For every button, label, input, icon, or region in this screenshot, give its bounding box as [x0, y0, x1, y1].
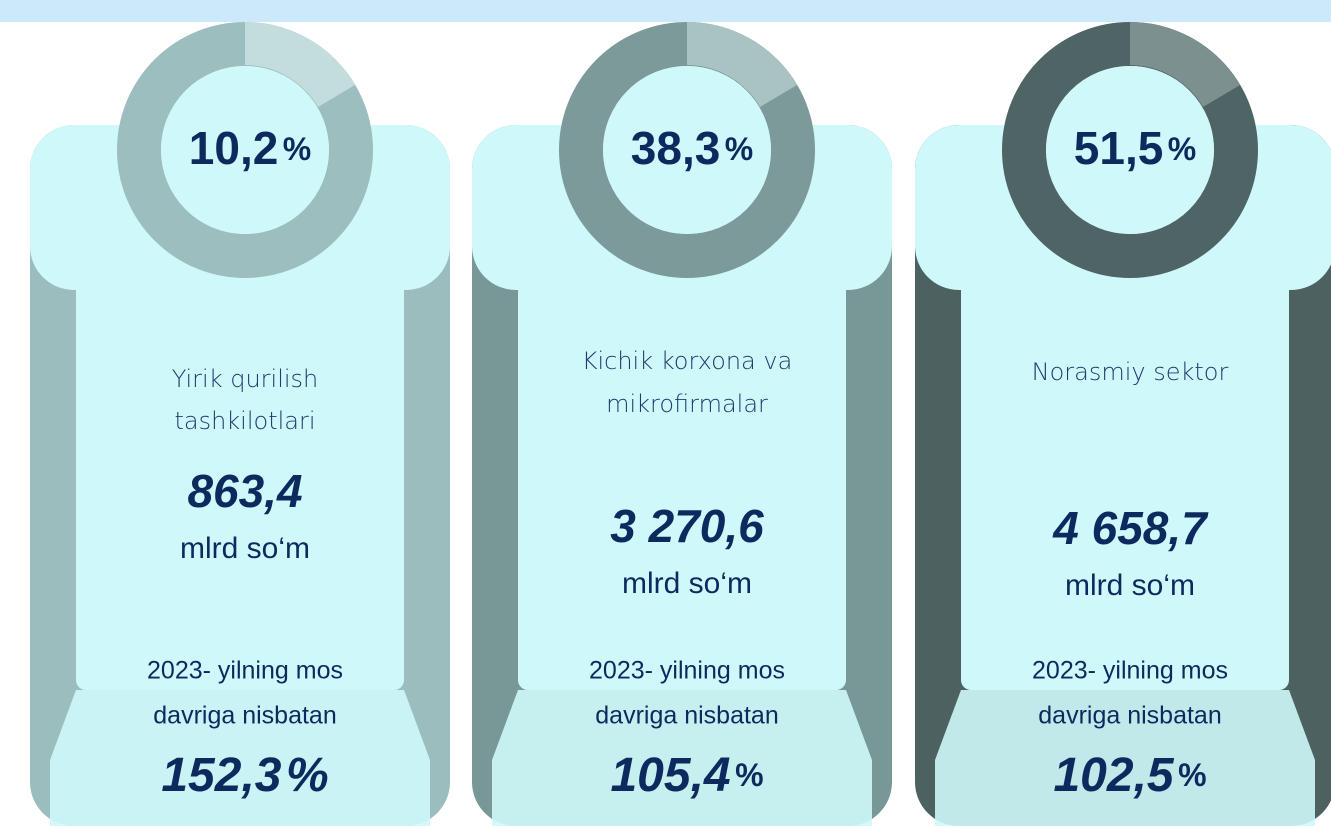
card-bottom — [50, 690, 430, 826]
share-unit: % — [725, 131, 753, 167]
amount: 4 658,7 — [1052, 502, 1209, 554]
ratio-value: 102,5 — [1053, 749, 1174, 802]
share-value: 38,3 — [631, 122, 721, 174]
share-unit: % — [283, 131, 311, 167]
share-value: 51,5 — [1074, 122, 1164, 174]
card: 10,2 % Yirik qurilish tashkilotlari 863,4 ml… — [30, 22, 450, 826]
amount-unit: mlrd so‘m — [180, 532, 310, 565]
ratio-unit: % — [735, 757, 763, 793]
card-label: Norasmiy sektor — [1032, 358, 1229, 386]
card-bottom — [492, 690, 872, 826]
ratio-unit: % — [286, 749, 329, 802]
ratio-unit: % — [1178, 757, 1206, 793]
share: 51,5 % — [1074, 122, 1196, 174]
ring-highlight — [687, 22, 797, 107]
ring-highlight — [1130, 22, 1240, 107]
comparison: 2023- yilning mos — [1032, 657, 1228, 685]
comparison: davriga nisbatan — [153, 702, 336, 730]
comparison: davriga nisbatan — [595, 702, 778, 730]
amount-unit: mlrd so‘m — [622, 567, 752, 600]
card-label: mikrofirmalar — [606, 390, 768, 418]
ring-center — [603, 66, 771, 234]
card-body — [961, 270, 1289, 690]
ring-center — [1046, 66, 1214, 234]
card-body — [518, 270, 846, 690]
comparison: 2023- yilning mos — [589, 657, 785, 685]
amount: 863,4 — [187, 465, 302, 517]
amount-unit: mlrd so‘m — [1065, 569, 1195, 602]
ring-highlight — [245, 22, 355, 107]
card: 38,3 % Kichik korxona va mikrofirmalar 3 27… — [472, 22, 892, 826]
share: 10,2 % — [189, 122, 311, 174]
ring-center — [161, 66, 329, 234]
card-bottom — [935, 690, 1315, 826]
card-body — [76, 270, 404, 690]
ratio-value: 105,4 — [610, 749, 730, 802]
ratio: 102,5 % — [1053, 749, 1206, 802]
comparison: 2023- yilning mos — [147, 657, 343, 685]
card-label: tashkilotlari — [174, 407, 315, 435]
ratio: 105,4 % — [610, 749, 763, 802]
card-label: Yirik qurilish — [172, 365, 319, 393]
top-band — [0, 0, 1331, 22]
share-value: 10,2 — [189, 122, 279, 174]
card-label: Kichik korxona va — [582, 347, 793, 375]
card: 51,5 % Norasmiy sektor 4 658,7 mlrd so‘m 202… — [915, 22, 1331, 826]
ratio-value: 152,3 — [161, 749, 281, 802]
share-unit: % — [1168, 131, 1196, 167]
share: 38,3 % — [631, 122, 753, 174]
ratio: 152,3 % — [161, 749, 328, 802]
amount: 3 270,6 — [610, 500, 764, 552]
comparison: davriga nisbatan — [1038, 702, 1221, 730]
